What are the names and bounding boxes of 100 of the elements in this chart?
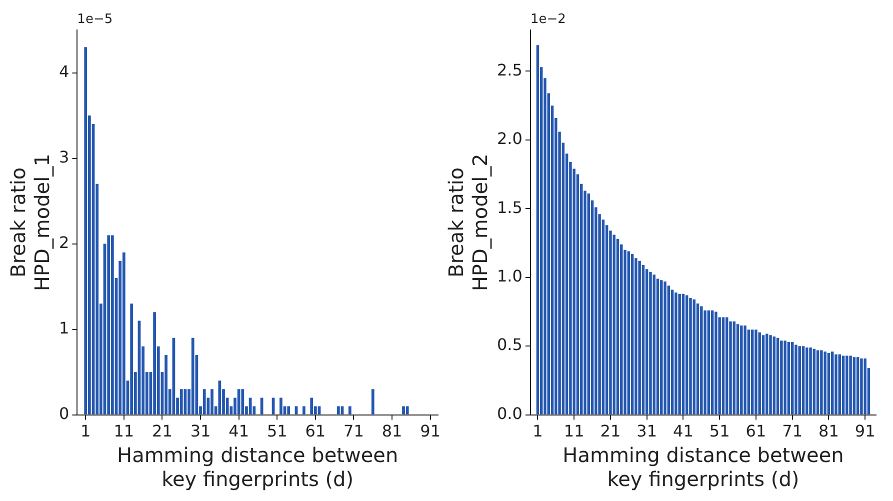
x-tick-label: 1 [80, 422, 91, 441]
x-tick-label: 81 [382, 422, 402, 441]
bar [802, 346, 805, 414]
x-tick-label: 41 [673, 422, 694, 441]
y-tick-label: 1.0 [496, 266, 522, 286]
y-tick-label: 0 [58, 404, 70, 423]
bar [164, 354, 168, 414]
x-tick-label: 31 [636, 422, 658, 441]
bar [732, 321, 736, 414]
bar [210, 389, 214, 414]
bar [842, 356, 845, 414]
bar [371, 389, 374, 414]
x-tick-label: 51 [266, 422, 288, 441]
bar [294, 406, 298, 414]
bar [670, 290, 674, 414]
y-tick-label: 2.5 [496, 60, 522, 80]
text: 1e−5 [77, 12, 113, 27]
bar [674, 292, 678, 414]
y-tick-label: 3 [58, 147, 70, 166]
bar [84, 47, 88, 414]
bar [689, 298, 692, 414]
bar [736, 324, 740, 414]
bar [682, 294, 685, 414]
bar [744, 325, 746, 414]
bar [692, 299, 696, 414]
bar [838, 354, 841, 414]
bar [660, 280, 663, 414]
y-axis-title: Break ratio HPD_model_2 [444, 154, 492, 292]
x-tick-label: 51 [709, 422, 730, 441]
bar [766, 334, 768, 414]
bar [627, 251, 630, 414]
bar [616, 238, 620, 414]
bar [794, 344, 798, 414]
x-tick-label: 81 [818, 422, 839, 441]
bar [645, 269, 648, 414]
bar [348, 406, 352, 414]
x-tick-label: 61 [305, 422, 326, 441]
x-tick-label: 11 [114, 422, 134, 441]
bar [122, 252, 126, 414]
bar [824, 352, 826, 414]
bar [318, 406, 321, 414]
bar [287, 406, 290, 414]
bar [729, 321, 732, 414]
bar [237, 389, 240, 414]
bar [302, 406, 306, 414]
bar [630, 254, 634, 414]
x-tick-label: 41 [228, 422, 249, 441]
bar [110, 235, 114, 414]
x-tick-label: 71 [782, 422, 803, 441]
bar [696, 303, 700, 414]
x-tick-label: 91 [420, 422, 441, 441]
bar [612, 234, 616, 414]
bar [685, 295, 688, 414]
bar [191, 338, 194, 414]
y-tick-label: 4 [58, 62, 70, 81]
bar [780, 340, 783, 414]
bar [806, 347, 808, 414]
bar [642, 265, 645, 414]
bar [812, 348, 816, 414]
bar [634, 258, 638, 414]
bar [754, 330, 758, 414]
bar [772, 336, 776, 414]
y-tick-label: 2 [58, 232, 70, 252]
bar [707, 310, 710, 414]
bar [762, 335, 765, 414]
bar [310, 398, 314, 414]
y-tick-label: 1.5 [496, 198, 522, 217]
bar [656, 278, 660, 414]
bar [758, 332, 761, 414]
bar [587, 194, 590, 414]
bar [649, 272, 652, 414]
x-tick-label: 71 [344, 422, 364, 441]
bar [664, 281, 666, 414]
bar [107, 235, 110, 414]
bar [856, 357, 860, 414]
bar [406, 406, 409, 414]
bar [218, 380, 222, 414]
y-axis-title: Break ratio HPD_model_1 [6, 154, 54, 292]
bar [678, 294, 681, 414]
bar [864, 358, 866, 414]
bar [747, 330, 750, 414]
bar [784, 340, 786, 414]
x-tick-label: 21 [600, 422, 621, 441]
bar [846, 356, 848, 414]
bar [849, 356, 852, 414]
x-tick-label: 61 [746, 422, 766, 441]
bar [834, 354, 838, 414]
bar [827, 352, 830, 414]
x-tick-label: 91 [854, 422, 876, 441]
x-tick-label: 31 [190, 422, 211, 441]
x-axis-title: Hamming distance between key fingerprints (d) [562, 443, 844, 492]
bar [180, 389, 183, 414]
bar [202, 389, 206, 414]
bar [776, 338, 780, 414]
y-tick-label: 1 [58, 318, 70, 338]
bar [798, 346, 801, 414]
bar [652, 274, 656, 414]
bar [280, 398, 282, 414]
text: 1e−2 [530, 12, 566, 27]
bar [787, 342, 790, 414]
